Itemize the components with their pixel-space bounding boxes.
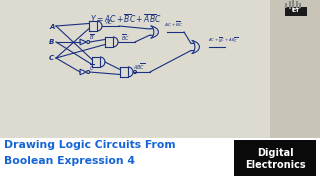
Text: $AB\overline{C}$: $AB\overline{C}$ bbox=[133, 63, 145, 72]
Text: $AC+\overline{B}C$: $AC+\overline{B}C$ bbox=[164, 21, 184, 29]
Text: $\overline{B}$C: $\overline{B}$C bbox=[121, 33, 130, 43]
FancyBboxPatch shape bbox=[285, 7, 307, 16]
Text: A: A bbox=[49, 24, 54, 30]
FancyBboxPatch shape bbox=[0, 0, 270, 138]
Text: Electronics: Electronics bbox=[245, 160, 305, 170]
Text: Digital: Digital bbox=[257, 148, 293, 158]
Text: $Y= AC + \overline{B}C + \overline{AB}C$: $Y= AC + \overline{B}C + \overline{AB}C$ bbox=[90, 12, 162, 25]
Text: $AC+\overline{B}C+AB\overline{C}$: $AC+\overline{B}C+AB\overline{C}$ bbox=[208, 37, 238, 45]
Text: ET: ET bbox=[292, 8, 300, 13]
Text: $\overline{C}$: $\overline{C}$ bbox=[89, 63, 94, 73]
Text: Boolean Expression 4: Boolean Expression 4 bbox=[4, 156, 135, 166]
FancyBboxPatch shape bbox=[270, 0, 320, 138]
Text: Drawing Logic Circuits From: Drawing Logic Circuits From bbox=[4, 140, 176, 150]
Text: B: B bbox=[49, 39, 54, 45]
Text: $\overline{B}$: $\overline{B}$ bbox=[89, 33, 95, 42]
FancyBboxPatch shape bbox=[234, 140, 316, 176]
Text: AC: AC bbox=[105, 21, 112, 26]
Text: C: C bbox=[49, 55, 54, 61]
